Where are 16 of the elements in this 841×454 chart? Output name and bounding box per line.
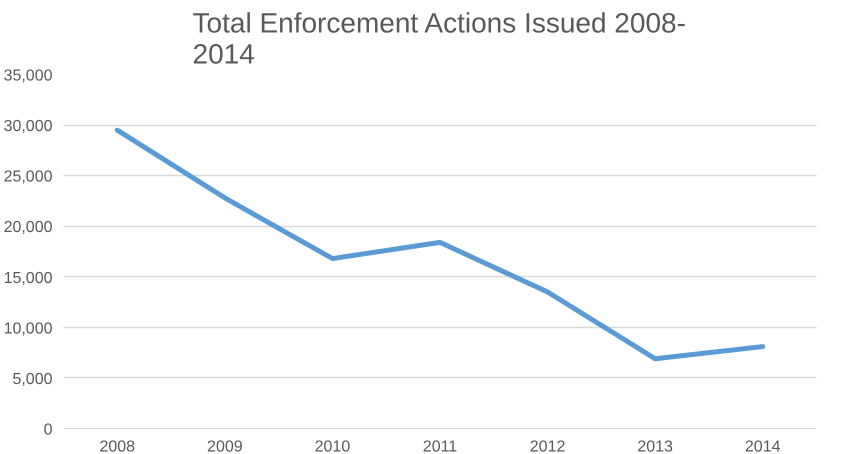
y-tick-label: 25,000 (4, 168, 53, 186)
x-tick-label: 2009 (207, 438, 243, 454)
y-tick-label: 5,000 (12, 370, 53, 388)
x-tick-label: 2012 (530, 438, 566, 454)
x-tick-label: 2014 (744, 438, 781, 454)
x-tick-label: 2013 (637, 438, 674, 454)
x-tick-label: 2010 (314, 438, 350, 454)
y-tick-label: 10,000 (4, 320, 53, 338)
y-tick-label: 30,000 (4, 118, 53, 136)
y-tick-label: 0 (44, 422, 53, 438)
y-tick-label: 15,000 (4, 270, 53, 287)
x-tick-label: 2008 (99, 438, 136, 454)
x-tick-label: 2011 (422, 438, 458, 454)
y-tick-label: 35,000 (4, 68, 53, 84)
y-tick-label: 20,000 (4, 219, 53, 236)
chart-title: Total Enforcement Actions Issued 2008- 2014 (192, 8, 686, 70)
